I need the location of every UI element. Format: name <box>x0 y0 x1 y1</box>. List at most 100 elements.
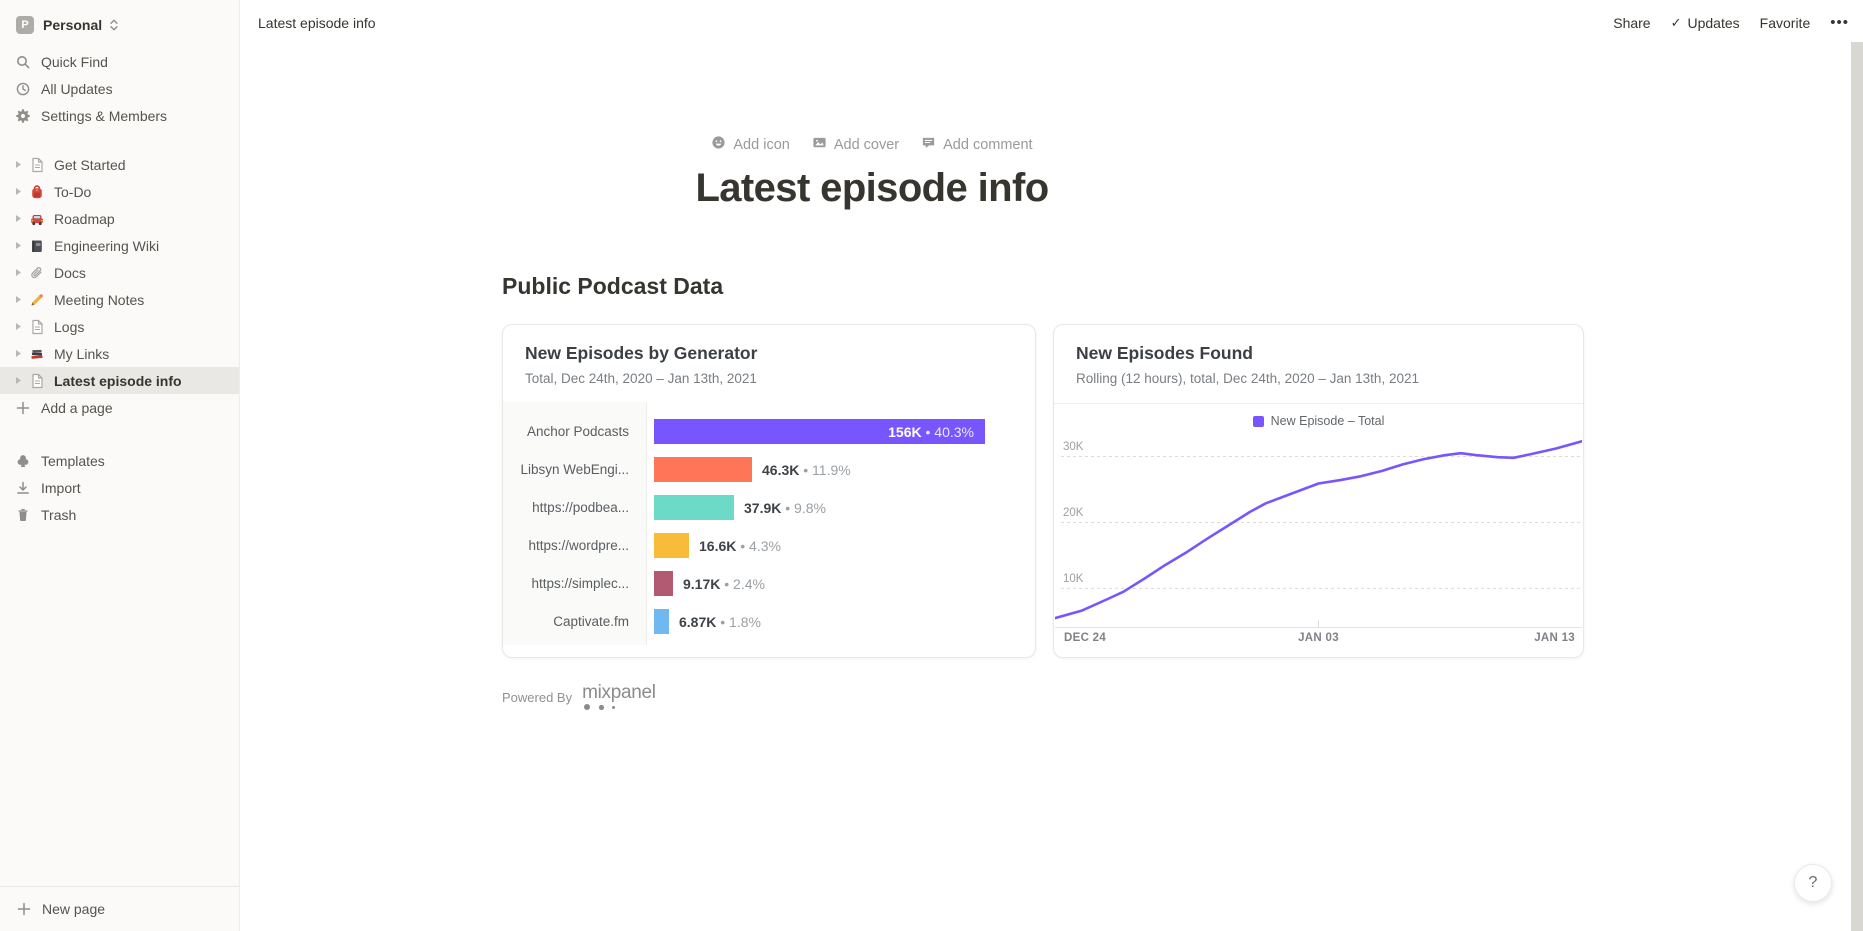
plus-icon <box>15 901 33 917</box>
line-chart-subtitle: Rolling (12 hours), total, Dec 24th, 202… <box>1076 371 1419 386</box>
sidebar-item-latest-episode-info[interactable]: Latest episode info <box>0 367 239 394</box>
car-icon <box>28 211 46 227</box>
expand-toggle-icon[interactable] <box>10 241 26 250</box>
workspace-avatar: P <box>16 16 34 34</box>
line-series[interactable] <box>1055 440 1582 620</box>
help-button[interactable]: ? <box>1794 864 1832 902</box>
expand-toggle-icon[interactable] <box>10 160 26 169</box>
add-a-page-button[interactable]: Add a page <box>0 394 239 421</box>
workspace-name: Personal <box>43 17 103 33</box>
expand-toggle-icon[interactable] <box>10 187 26 196</box>
sidebar-item-roadmap[interactable]: Roadmap <box>0 205 239 232</box>
expand-toggle-icon[interactable] <box>10 214 26 223</box>
bar-value: 37.9K <box>744 499 782 516</box>
sidebar-item-import[interactable]: Import <box>0 474 239 501</box>
sidebar-item-engineering-wiki[interactable]: Engineering Wiki <box>0 232 239 259</box>
vertical-scrollbar[interactable] <box>1851 42 1863 931</box>
bar-segment[interactable] <box>654 571 673 596</box>
bar-track: 46.3K • 11.9% <box>654 457 1035 482</box>
legend-label: New Episode – Total <box>1270 414 1385 428</box>
expand-toggle-icon[interactable] <box>10 322 26 331</box>
bar-track: 37.9K • 9.8% <box>654 495 1035 520</box>
breadcrumb[interactable]: Latest episode info <box>258 14 376 31</box>
bar-track: 16.6K • 4.3% <box>654 533 1035 558</box>
chevron-updown-icon <box>109 18 119 32</box>
sidebar-item-trash[interactable]: Trash <box>0 501 239 528</box>
bar-segment[interactable] <box>654 495 734 520</box>
image-icon <box>812 135 827 154</box>
bar-segment[interactable] <box>654 457 752 482</box>
sidebar-item-quick-find[interactable]: Quick Find <box>0 48 239 75</box>
bar-chart-card[interactable]: New Episodes by Generator Total, Dec 24t… <box>502 324 1036 658</box>
sidebar-item-get-started[interactable]: Get Started <box>0 151 239 178</box>
add-comment-button[interactable]: Add comment <box>921 135 1033 154</box>
updates-button[interactable]: ✓ Updates <box>1671 15 1740 31</box>
bar-value-label: 9.17K • 2.4% <box>683 576 765 592</box>
bar-row-libsyn-webengi: Libsyn WebEngi... 46.3K • 11.9% <box>503 457 1035 482</box>
add-icon-button[interactable]: Add icon <box>711 135 790 154</box>
plus-icon <box>14 400 32 416</box>
bar-value-label: 37.9K • 9.8% <box>744 500 826 516</box>
separator-dot: • <box>720 575 734 592</box>
bar-row-captivate-fm: Captivate.fm 6.87K • 1.8% <box>503 609 1035 634</box>
bar-value: 6.87K <box>679 613 717 630</box>
bar-row-https-simplec: https://simplec... 9.17K • 2.4% <box>503 571 1035 596</box>
bar-chart-title: New Episodes by Generator <box>525 343 758 363</box>
y-axis-tick-label: 20K <box>1063 507 1084 520</box>
sidebar-item-to-do[interactable]: To-Do <box>0 178 239 205</box>
bar-row-https-podbea: https://podbea... 37.9K • 9.8% <box>503 495 1035 520</box>
expand-toggle-icon[interactable] <box>10 268 26 277</box>
paperclip-icon <box>28 265 46 281</box>
bar-track: 6.87K • 1.8% <box>654 609 1035 634</box>
new-page-button[interactable]: New page <box>0 886 239 931</box>
bar-segment[interactable] <box>654 609 669 634</box>
favorite-button[interactable]: Favorite <box>1759 14 1811 31</box>
sidebar-item-logs[interactable]: Logs <box>0 313 239 340</box>
expand-toggle-icon[interactable] <box>10 376 26 385</box>
backpack-icon <box>28 184 46 200</box>
x-axis-labels: DEC 24 JAN 03 JAN 13 <box>1055 632 1582 652</box>
bar-value-label: 16.6K • 4.3% <box>699 538 781 554</box>
embed-charts-row: New Episodes by Generator Total, Dec 24t… <box>502 324 1863 658</box>
topbar-actions: Share ✓ Updates Favorite ••• <box>1613 14 1849 31</box>
sidebar-item-my-links[interactable]: My Links <box>0 340 239 367</box>
section-heading[interactable]: Public Podcast Data <box>502 273 724 299</box>
sidebar-item-settings-members[interactable]: Settings & Members <box>0 102 239 129</box>
line-chart-header: New Episodes Found Rolling (12 hours), t… <box>1054 325 1583 386</box>
bar-segment[interactable] <box>654 533 689 558</box>
mixpanel-logo[interactable]: mixpanel <box>582 683 656 712</box>
bar-category-label: Captivate.fm <box>553 614 629 629</box>
line-chart-card[interactable]: New Episodes Found Rolling (12 hours), t… <box>1053 324 1584 658</box>
sidebar-item-meeting-notes[interactable]: Meeting Notes <box>0 286 239 313</box>
workspace-switcher[interactable]: P Personal <box>8 10 231 40</box>
expand-toggle-icon[interactable] <box>10 349 26 358</box>
comment-icon <box>921 135 936 154</box>
more-options-button[interactable]: ••• <box>1830 14 1849 31</box>
mixpanel-dot-icon <box>599 705 604 710</box>
gear-icon <box>14 108 32 124</box>
expand-toggle-icon[interactable] <box>10 295 26 304</box>
bar-category-label: Libsyn WebEngi... <box>520 462 629 477</box>
page-title[interactable]: Latest episode info <box>695 166 1049 210</box>
bar-segment[interactable]: 156K • 40.3% <box>654 419 985 444</box>
new-page-label: New page <box>42 901 106 917</box>
sidebar-item-label: Meeting Notes <box>54 291 145 308</box>
bar-track: 9.17K • 2.4% <box>654 571 1035 596</box>
add-icon-label: Add icon <box>733 136 790 153</box>
share-button[interactable]: Share <box>1613 14 1651 31</box>
sidebar-item-label: Quick Find <box>41 53 108 70</box>
add-cover-button[interactable]: Add cover <box>812 135 899 154</box>
bar-value: 156K <box>888 423 922 440</box>
sidebar-item-label: Templates <box>41 452 105 469</box>
sidebar-item-docs[interactable]: Docs <box>0 259 239 286</box>
search-icon <box>14 54 32 70</box>
sidebar-item-templates[interactable]: Templates <box>0 447 239 474</box>
sidebar-bottom-menu: Templates Import Trash <box>0 447 239 528</box>
separator-dot: • <box>736 537 750 554</box>
sidebar-item-all-updates[interactable]: All Updates <box>0 75 239 102</box>
divider <box>1054 403 1583 404</box>
sidebar-item-label: My Links <box>54 345 110 362</box>
add-a-page-label: Add a page <box>41 399 113 416</box>
bar-percent: 2.4% <box>733 575 765 592</box>
bar-chart-header: New Episodes by Generator Total, Dec 24t… <box>503 325 1035 386</box>
